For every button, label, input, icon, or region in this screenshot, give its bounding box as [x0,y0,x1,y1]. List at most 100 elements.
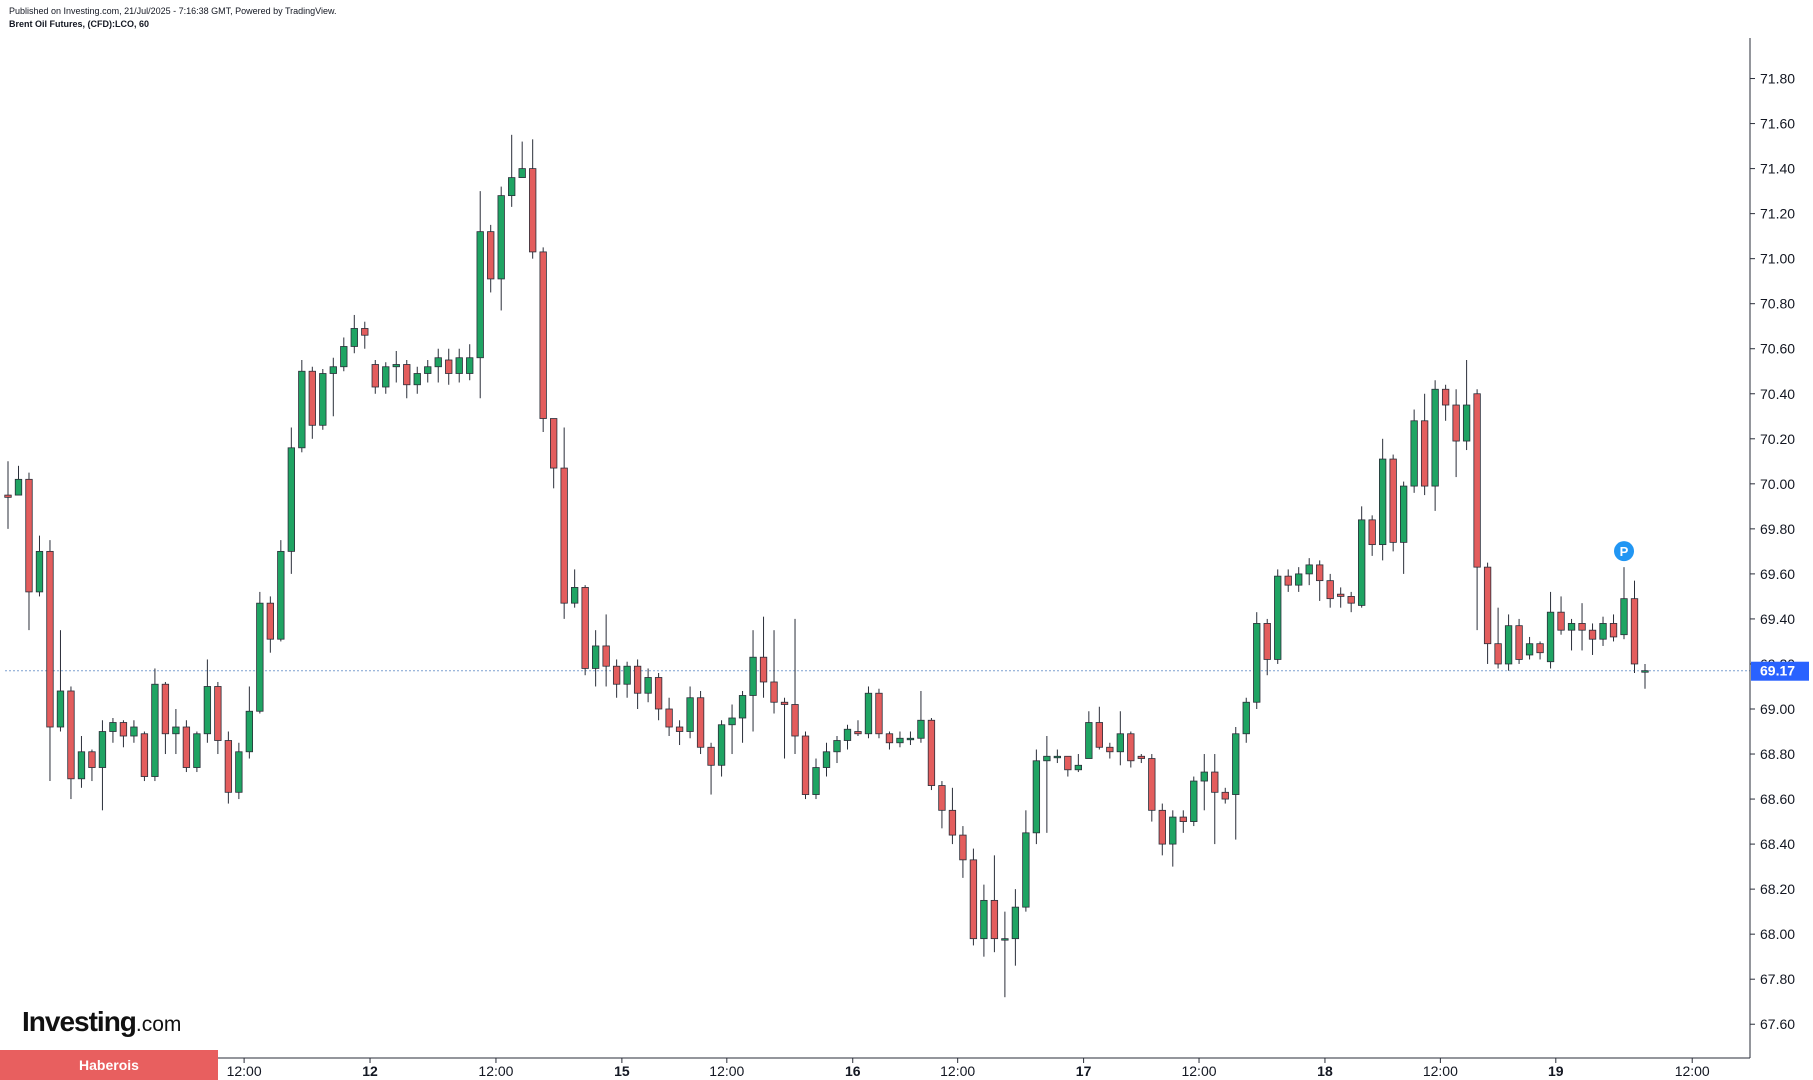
candle[interactable] [1074,754,1082,773]
candle[interactable] [434,348,442,383]
candle[interactable] [539,247,547,433]
candle[interactable] [319,368,327,430]
candle[interactable] [1064,755,1072,777]
candle[interactable] [1263,618,1271,676]
candle[interactable] [885,731,894,750]
candle[interactable] [224,731,233,804]
candle[interactable] [1641,663,1649,689]
candle[interactable] [140,731,149,782]
candle[interactable] [696,690,705,755]
candle[interactable] [1420,393,1429,496]
candle[interactable] [1389,454,1397,552]
candle[interactable] [382,362,390,394]
candle[interactable] [1368,515,1376,556]
candle[interactable] [686,686,694,739]
candle[interactable] [1085,711,1093,759]
candle[interactable] [266,596,274,653]
candle[interactable] [1169,810,1177,867]
candle[interactable] [1221,787,1229,804]
candle[interactable] [298,359,306,453]
candle[interactable] [529,139,537,259]
candle[interactable] [476,191,484,399]
event-marker-icon[interactable] [1614,541,1635,562]
candle[interactable] [591,630,600,687]
candle[interactable] [1452,389,1460,478]
candle[interactable] [1609,614,1618,642]
candle[interactable] [413,366,421,394]
candle[interactable] [1462,359,1471,451]
candle[interactable] [67,686,75,800]
candle[interactable] [151,668,159,782]
candle[interactable] [833,736,841,764]
candle[interactable] [466,344,474,381]
candle[interactable] [256,591,264,714]
candle[interactable] [1410,409,1418,493]
candle[interactable] [1337,587,1345,608]
candle[interactable] [1567,618,1576,651]
candle[interactable] [1127,731,1135,768]
candle[interactable] [728,704,736,755]
candle[interactable] [445,348,453,385]
candle[interactable] [193,731,201,773]
candle[interactable] [35,535,44,597]
candle[interactable] [1473,389,1481,631]
candle[interactable] [14,465,23,496]
candle[interactable] [98,720,107,811]
candle[interactable] [424,359,432,383]
candle[interactable] [1525,636,1534,660]
candle[interactable] [1190,776,1198,827]
candle[interactable] [938,781,946,829]
candle[interactable] [780,697,789,759]
candle[interactable] [172,708,180,755]
candle[interactable] [1211,754,1219,845]
candle[interactable] [130,720,138,743]
candle[interactable] [361,321,369,349]
candle[interactable] [1347,591,1355,613]
candle[interactable] [1022,810,1030,912]
candle[interactable] [990,855,999,953]
candle[interactable] [1316,560,1324,601]
candle[interactable] [1630,580,1639,673]
candle[interactable] [1305,558,1313,586]
candle[interactable] [88,749,96,782]
candle[interactable] [1274,569,1282,664]
candle[interactable] [959,826,967,878]
candle[interactable] [340,337,348,372]
candle[interactable] [46,540,54,782]
candle[interactable] [287,427,295,574]
candle[interactable] [633,659,642,709]
candle[interactable] [508,134,516,207]
haberois-banner[interactable]: Haberois [0,1050,218,1080]
candle[interactable] [1431,380,1439,511]
candle[interactable] [1546,591,1555,669]
candle[interactable] [759,616,768,698]
candle[interactable] [1095,706,1103,750]
candle[interactable] [644,668,652,703]
candle[interactable] [1053,749,1062,764]
candle[interactable] [203,659,212,743]
candle[interactable] [1043,736,1051,833]
candle[interactable] [581,585,589,676]
candle[interactable] [612,659,621,698]
candle[interactable] [843,724,852,750]
candle[interactable] [235,742,243,800]
candle[interactable] [371,359,379,394]
candle[interactable] [214,681,222,755]
candle[interactable] [654,672,663,721]
candle[interactable] [1232,727,1240,840]
candle[interactable] [245,686,254,759]
candle[interactable] [56,630,65,732]
candle[interactable] [791,618,799,755]
candle[interactable] [550,418,558,489]
candle[interactable] [969,848,978,946]
candle[interactable] [1242,697,1250,743]
candle[interactable] [948,787,957,845]
candle[interactable] [896,731,904,748]
candle[interactable] [4,461,12,529]
candle[interactable] [1032,749,1041,845]
candle[interactable] [161,681,170,755]
candle[interactable] [1158,803,1166,856]
candle[interactable] [822,742,831,777]
candle[interactable] [875,688,883,739]
